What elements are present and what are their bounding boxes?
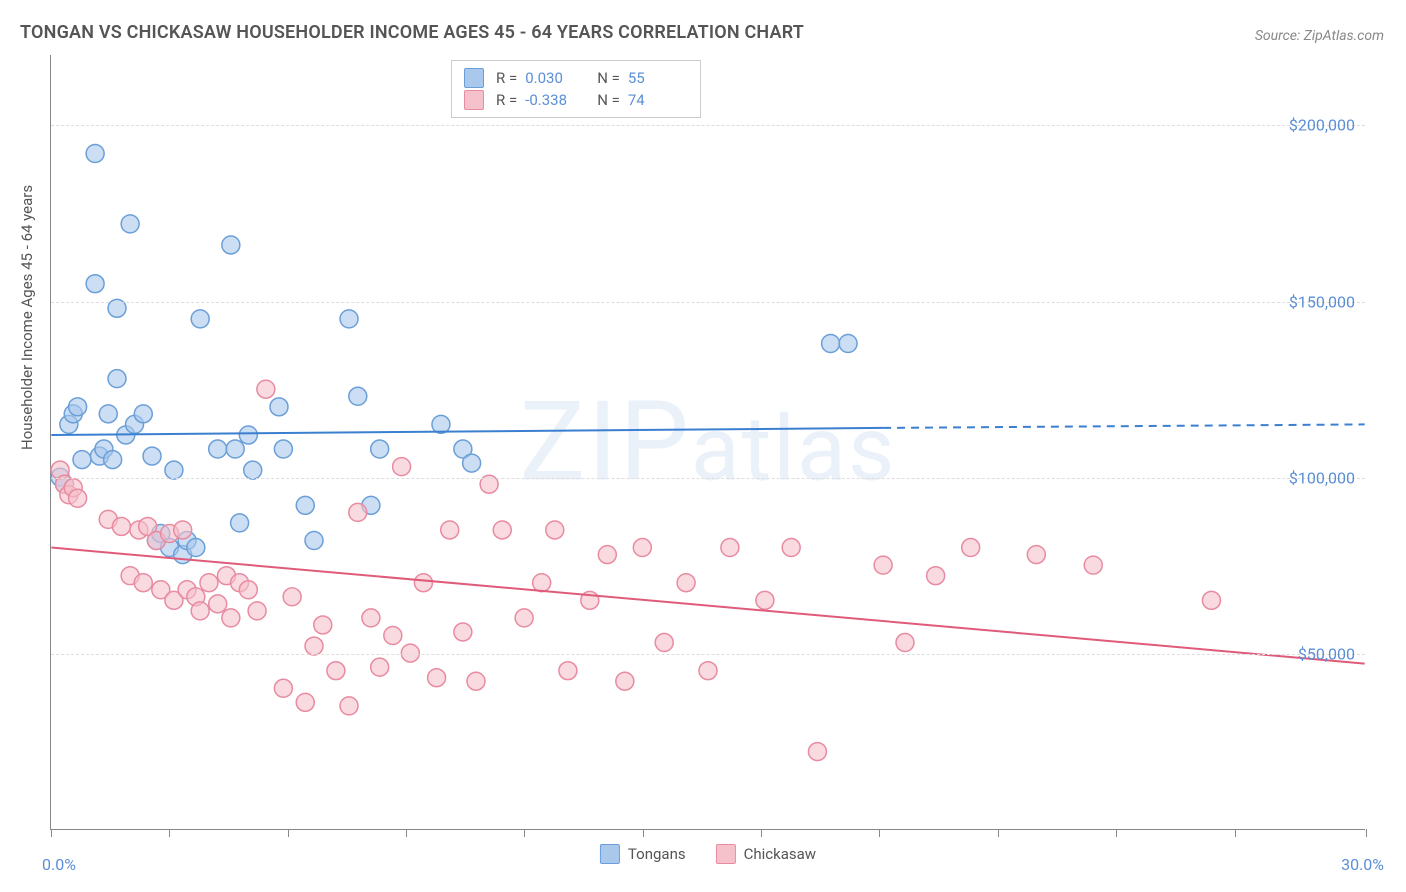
y-tick-label: $100,000: [1289, 468, 1355, 487]
y-tick-label: $150,000: [1289, 292, 1355, 311]
n-label: N =: [597, 91, 620, 109]
plot-area: ZIPatlas R = 0.030 N = 55 R = -0.338 N =…: [50, 55, 1365, 830]
correlation-legend: R = 0.030 N = 55 R = -0.338 N = 74: [451, 60, 701, 118]
legend-row-chickasaw: R = -0.338 N = 74: [464, 89, 688, 111]
series-legend: Tongans Chickasaw: [600, 844, 816, 864]
source-attribution: Source: ZipAtlas.com: [1255, 28, 1384, 44]
legend-label-tongans: Tongans: [628, 845, 686, 863]
x-tick: [998, 829, 999, 837]
n-label: N =: [597, 69, 620, 87]
legend-item-chickasaw: Chickasaw: [716, 844, 816, 864]
chart-title: TONGAN VS CHICKASAW HOUSEHOLDER INCOME A…: [20, 22, 804, 43]
gridline: [51, 125, 1365, 126]
x-min-label: 0.0%: [42, 855, 76, 874]
gridline: [51, 654, 1365, 655]
swatch-chickasaw: [464, 90, 484, 110]
n-value-chickasaw: 74: [628, 91, 688, 109]
x-tick: [1366, 829, 1367, 837]
x-tick: [643, 829, 644, 837]
x-tick: [1235, 829, 1236, 837]
x-tick: [51, 829, 52, 837]
legend-row-tongans: R = 0.030 N = 55: [464, 67, 688, 89]
n-value-tongans: 55: [628, 69, 688, 87]
r-value-tongans: 0.030: [525, 69, 585, 87]
scatter-svg: [51, 55, 1365, 829]
y-tick-label: $200,000: [1289, 116, 1355, 135]
x-max-label: 30.0%: [1341, 855, 1384, 874]
x-tick: [288, 829, 289, 837]
r-value-chickasaw: -0.338: [525, 91, 585, 109]
r-label: R =: [496, 69, 517, 87]
swatch-chickasaw: [716, 844, 736, 864]
x-tick: [524, 829, 525, 837]
gridline: [51, 478, 1365, 479]
swatch-tongans: [600, 844, 620, 864]
r-label: R =: [496, 91, 517, 109]
chart-container: TONGAN VS CHICKASAW HOUSEHOLDER INCOME A…: [0, 0, 1406, 892]
y-tick-label: $50,000: [1298, 644, 1355, 663]
legend-item-tongans: Tongans: [600, 844, 686, 864]
x-tick: [761, 829, 762, 837]
legend-label-chickasaw: Chickasaw: [744, 845, 816, 863]
x-tick: [169, 829, 170, 837]
x-tick: [406, 829, 407, 837]
x-tick: [879, 829, 880, 837]
swatch-tongans: [464, 68, 484, 88]
x-tick: [1116, 829, 1117, 837]
gridline: [51, 302, 1365, 303]
y-axis-label: Householder Income Ages 45 - 64 years: [18, 185, 36, 450]
